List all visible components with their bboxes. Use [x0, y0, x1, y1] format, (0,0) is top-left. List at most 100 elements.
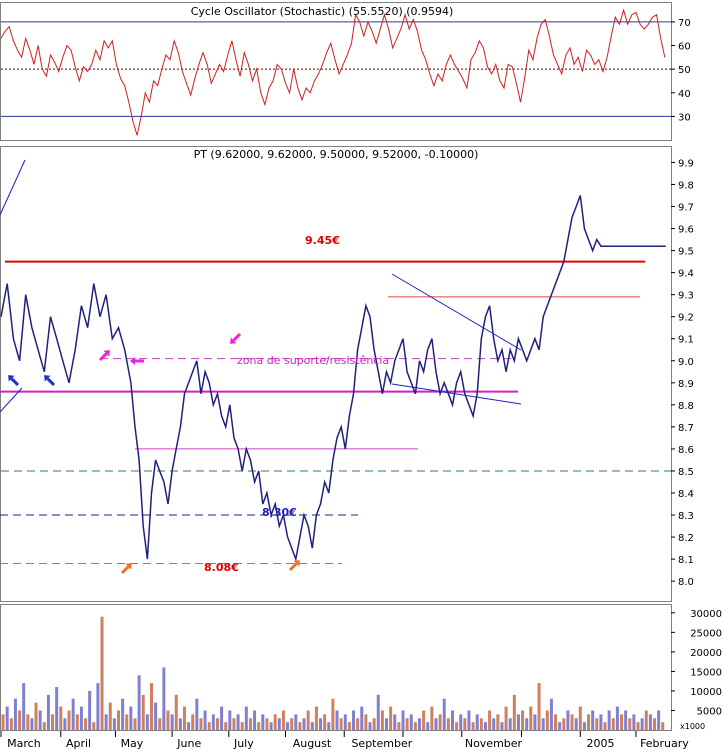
volume-bar [158, 718, 162, 730]
price-panel-frame [0, 146, 672, 602]
x-axis: March April May June July August September Nove… [0, 731, 689, 750]
volume-bar [537, 683, 541, 730]
volume-bar [504, 706, 508, 730]
volume-bars [1, 616, 665, 730]
trend-lines [0, 159, 522, 413]
volume-bar [450, 710, 454, 730]
volume-bar [545, 710, 549, 730]
trend-line-lower [391, 383, 522, 405]
volume-bar [372, 718, 376, 730]
price-y-tick-label: 8.2 [678, 533, 694, 544]
volume-bar [67, 710, 71, 730]
annotation-support-resistance: zona de suporte/resistência [237, 354, 389, 367]
price-y-tick-label: 8.0 [678, 577, 694, 588]
price-y-tick-label: 9.8 [678, 180, 694, 191]
volume-bar [385, 718, 389, 730]
price-y-tick-label: 9.0 [678, 357, 694, 368]
volume-bar [211, 714, 215, 730]
oscillator-panel: 30 40 50 60 70 Cycle Oscillator (Stochastic)… [0, 5, 691, 136]
volume-bar [574, 718, 578, 730]
volume-bar [570, 714, 574, 730]
arrow-icon [44, 375, 56, 387]
arrow-icon [230, 332, 242, 344]
price-reference-lines [0, 260, 671, 565]
volume-bar [434, 718, 438, 730]
arrow-markers [8, 332, 300, 575]
volume-bar [286, 722, 290, 730]
volume-bar [644, 710, 648, 730]
volume-bar [273, 714, 277, 730]
volume-bar [426, 722, 430, 730]
volume-bar [430, 706, 434, 730]
volume-bar [59, 706, 63, 730]
volume-bar [42, 722, 46, 730]
volume-bar [290, 718, 294, 730]
trend-line-upper [391, 273, 522, 351]
oscillator-y-tick-label: 50 [678, 65, 691, 76]
volume-bar [79, 706, 83, 730]
volume-bar [636, 722, 640, 730]
volume-bar [96, 683, 100, 730]
volume-bar [104, 714, 108, 730]
volume-bar [442, 698, 446, 730]
price-y-tick-label: 8.5 [678, 467, 694, 478]
volume-bar [174, 694, 178, 730]
volume-bar [479, 718, 483, 730]
volume-bar [5, 706, 9, 730]
x-axis-label: May [121, 737, 144, 750]
volume-bar [405, 718, 409, 730]
volume-bar [615, 706, 619, 730]
x-axis-label: April [66, 737, 91, 750]
oscillator-y-tick-label: 60 [678, 42, 691, 53]
volume-bar [417, 718, 421, 730]
oscillator-panel-frame [0, 2, 672, 141]
volume-bar [331, 698, 335, 730]
oscillator-y-tick-label: 40 [678, 89, 691, 100]
arrow-icon [120, 563, 132, 575]
volume-y-tick-label: 5000 [697, 706, 722, 717]
volume-bar [166, 710, 170, 730]
volume-y-tick-label: 30000 [690, 609, 722, 620]
volume-bar [306, 710, 310, 730]
volume-bar [566, 710, 570, 730]
volume-bar [244, 706, 248, 730]
volume-bar [471, 722, 475, 730]
volume-bar [125, 714, 129, 730]
arrow-icon [98, 350, 110, 362]
volume-bar [170, 714, 174, 730]
volume-bar [376, 694, 380, 730]
volume-bar [582, 722, 586, 730]
x-axis-label: September [351, 737, 412, 750]
volume-bar [129, 706, 133, 730]
volume-bar [145, 714, 149, 730]
volume-bar [191, 714, 195, 730]
volume-bar [63, 718, 67, 730]
volume-bar [438, 714, 442, 730]
volume-bar [446, 718, 450, 730]
volume-bar [389, 706, 393, 730]
oscillator-line [0, 8, 666, 136]
volume-bar [541, 718, 545, 730]
volume-bar [628, 718, 632, 730]
arrow-icon [288, 560, 300, 572]
price-y-tick-label: 8.6 [678, 445, 694, 456]
volume-bar [108, 702, 112, 730]
volume-bar [248, 718, 252, 730]
oscillator-y-tick-label: 30 [678, 112, 691, 123]
volume-bar [554, 714, 558, 730]
volume-bar [298, 722, 302, 730]
volume-bar [512, 694, 516, 730]
volume-bar [508, 718, 512, 730]
arrow-icon [8, 375, 20, 387]
volume-bar [343, 714, 347, 730]
volume-bar [149, 683, 153, 730]
volume-bar [84, 718, 88, 730]
volume-bar [455, 722, 459, 730]
oscillator-reference-lines [1, 21, 671, 117]
volume-bar [483, 722, 487, 730]
volume-bar [640, 718, 644, 730]
price-y-tick-label: 8.4 [678, 489, 694, 500]
volume-bar [253, 710, 257, 730]
x-axis-label: 2005 [586, 737, 614, 750]
volume-bar [595, 718, 599, 730]
